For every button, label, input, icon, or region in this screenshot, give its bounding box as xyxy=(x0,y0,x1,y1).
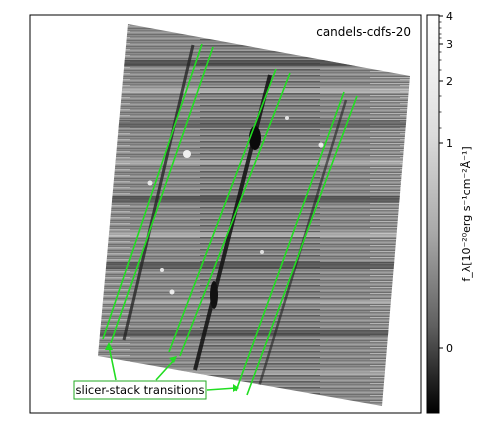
colorbar-tick-label: 0 xyxy=(446,342,453,355)
annotation-box xyxy=(73,380,207,400)
transition-line xyxy=(168,68,277,353)
slicer-transition-lines xyxy=(102,43,358,396)
transition-line xyxy=(179,72,291,357)
colorbar-tick-label: 1 xyxy=(446,137,453,150)
colorbar-ticks xyxy=(439,15,443,349)
data-region xyxy=(98,24,410,406)
noise-bands xyxy=(98,44,410,391)
colorbar-tick-label: 3 xyxy=(446,38,453,51)
colorbar-tick-label: 2 xyxy=(446,75,453,88)
image-title: candels-cdfs-20 xyxy=(316,25,411,39)
transition-line xyxy=(110,46,214,344)
annotation-arrows xyxy=(108,345,237,391)
transition-line xyxy=(235,91,345,392)
colorbar: 4 3 2 1 0 f_λ[10⁻²⁰erg s⁻¹cm⁻²Å⁻¹] xyxy=(426,10,473,414)
arrow-heads xyxy=(105,342,239,392)
colorbar-tick-label: 4 xyxy=(446,10,453,23)
arrow xyxy=(155,358,176,381)
transition-line xyxy=(102,43,203,340)
colorbar-minor-ticks xyxy=(439,21,442,129)
arrow xyxy=(206,387,237,391)
colorbar-gradient xyxy=(426,14,440,414)
annotation-label: slicer-stack transitions xyxy=(76,383,205,397)
colorbar-label: f_λ[10⁻²⁰erg s⁻¹cm⁻²Å⁻¹] xyxy=(460,146,473,281)
transition-line xyxy=(246,95,358,396)
arrow xyxy=(108,345,117,381)
